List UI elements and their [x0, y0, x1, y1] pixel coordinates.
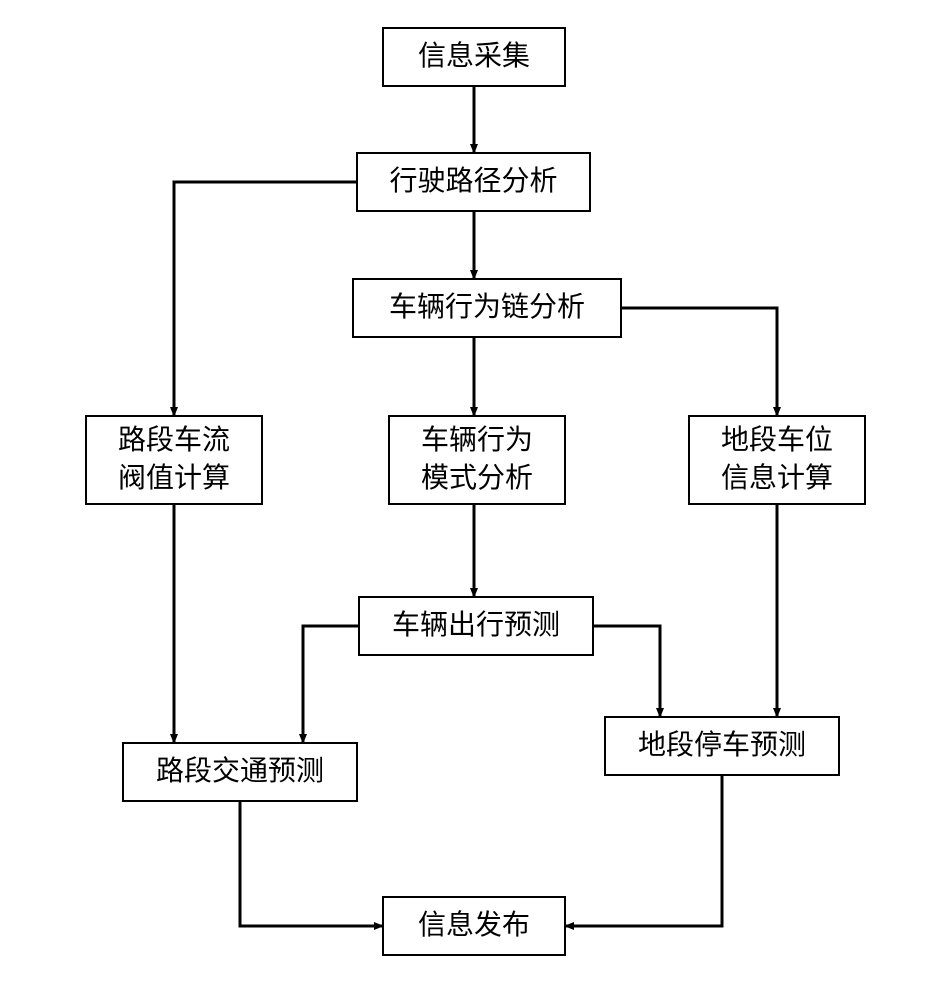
edge-n7-n9 — [594, 626, 660, 716]
node-info-publish: 信息发布 — [382, 896, 566, 956]
node-traffic-predict: 路段交通预测 — [122, 742, 358, 802]
edge-n7-n8 — [303, 626, 358, 742]
edge-n2-n4 — [174, 182, 356, 415]
node-route-analysis: 行驶路径分析 — [356, 152, 591, 212]
edge-n8-n10 — [240, 802, 382, 926]
node-behavior-chain: 车辆行为链分析 — [352, 278, 622, 338]
node-parking-info: 地段车位信息计算 — [688, 415, 866, 505]
node-flow-threshold: 路段车流阀值计算 — [85, 415, 263, 505]
edge-n3-n6 — [622, 308, 777, 415]
node-parking-predict: 地段停车预测 — [604, 716, 840, 776]
edge-n9-n10 — [566, 776, 722, 926]
node-info-collection: 信息采集 — [382, 27, 566, 87]
node-behavior-mode: 车辆行为模式分析 — [388, 415, 566, 505]
node-trip-predict: 车辆出行预测 — [358, 596, 594, 656]
